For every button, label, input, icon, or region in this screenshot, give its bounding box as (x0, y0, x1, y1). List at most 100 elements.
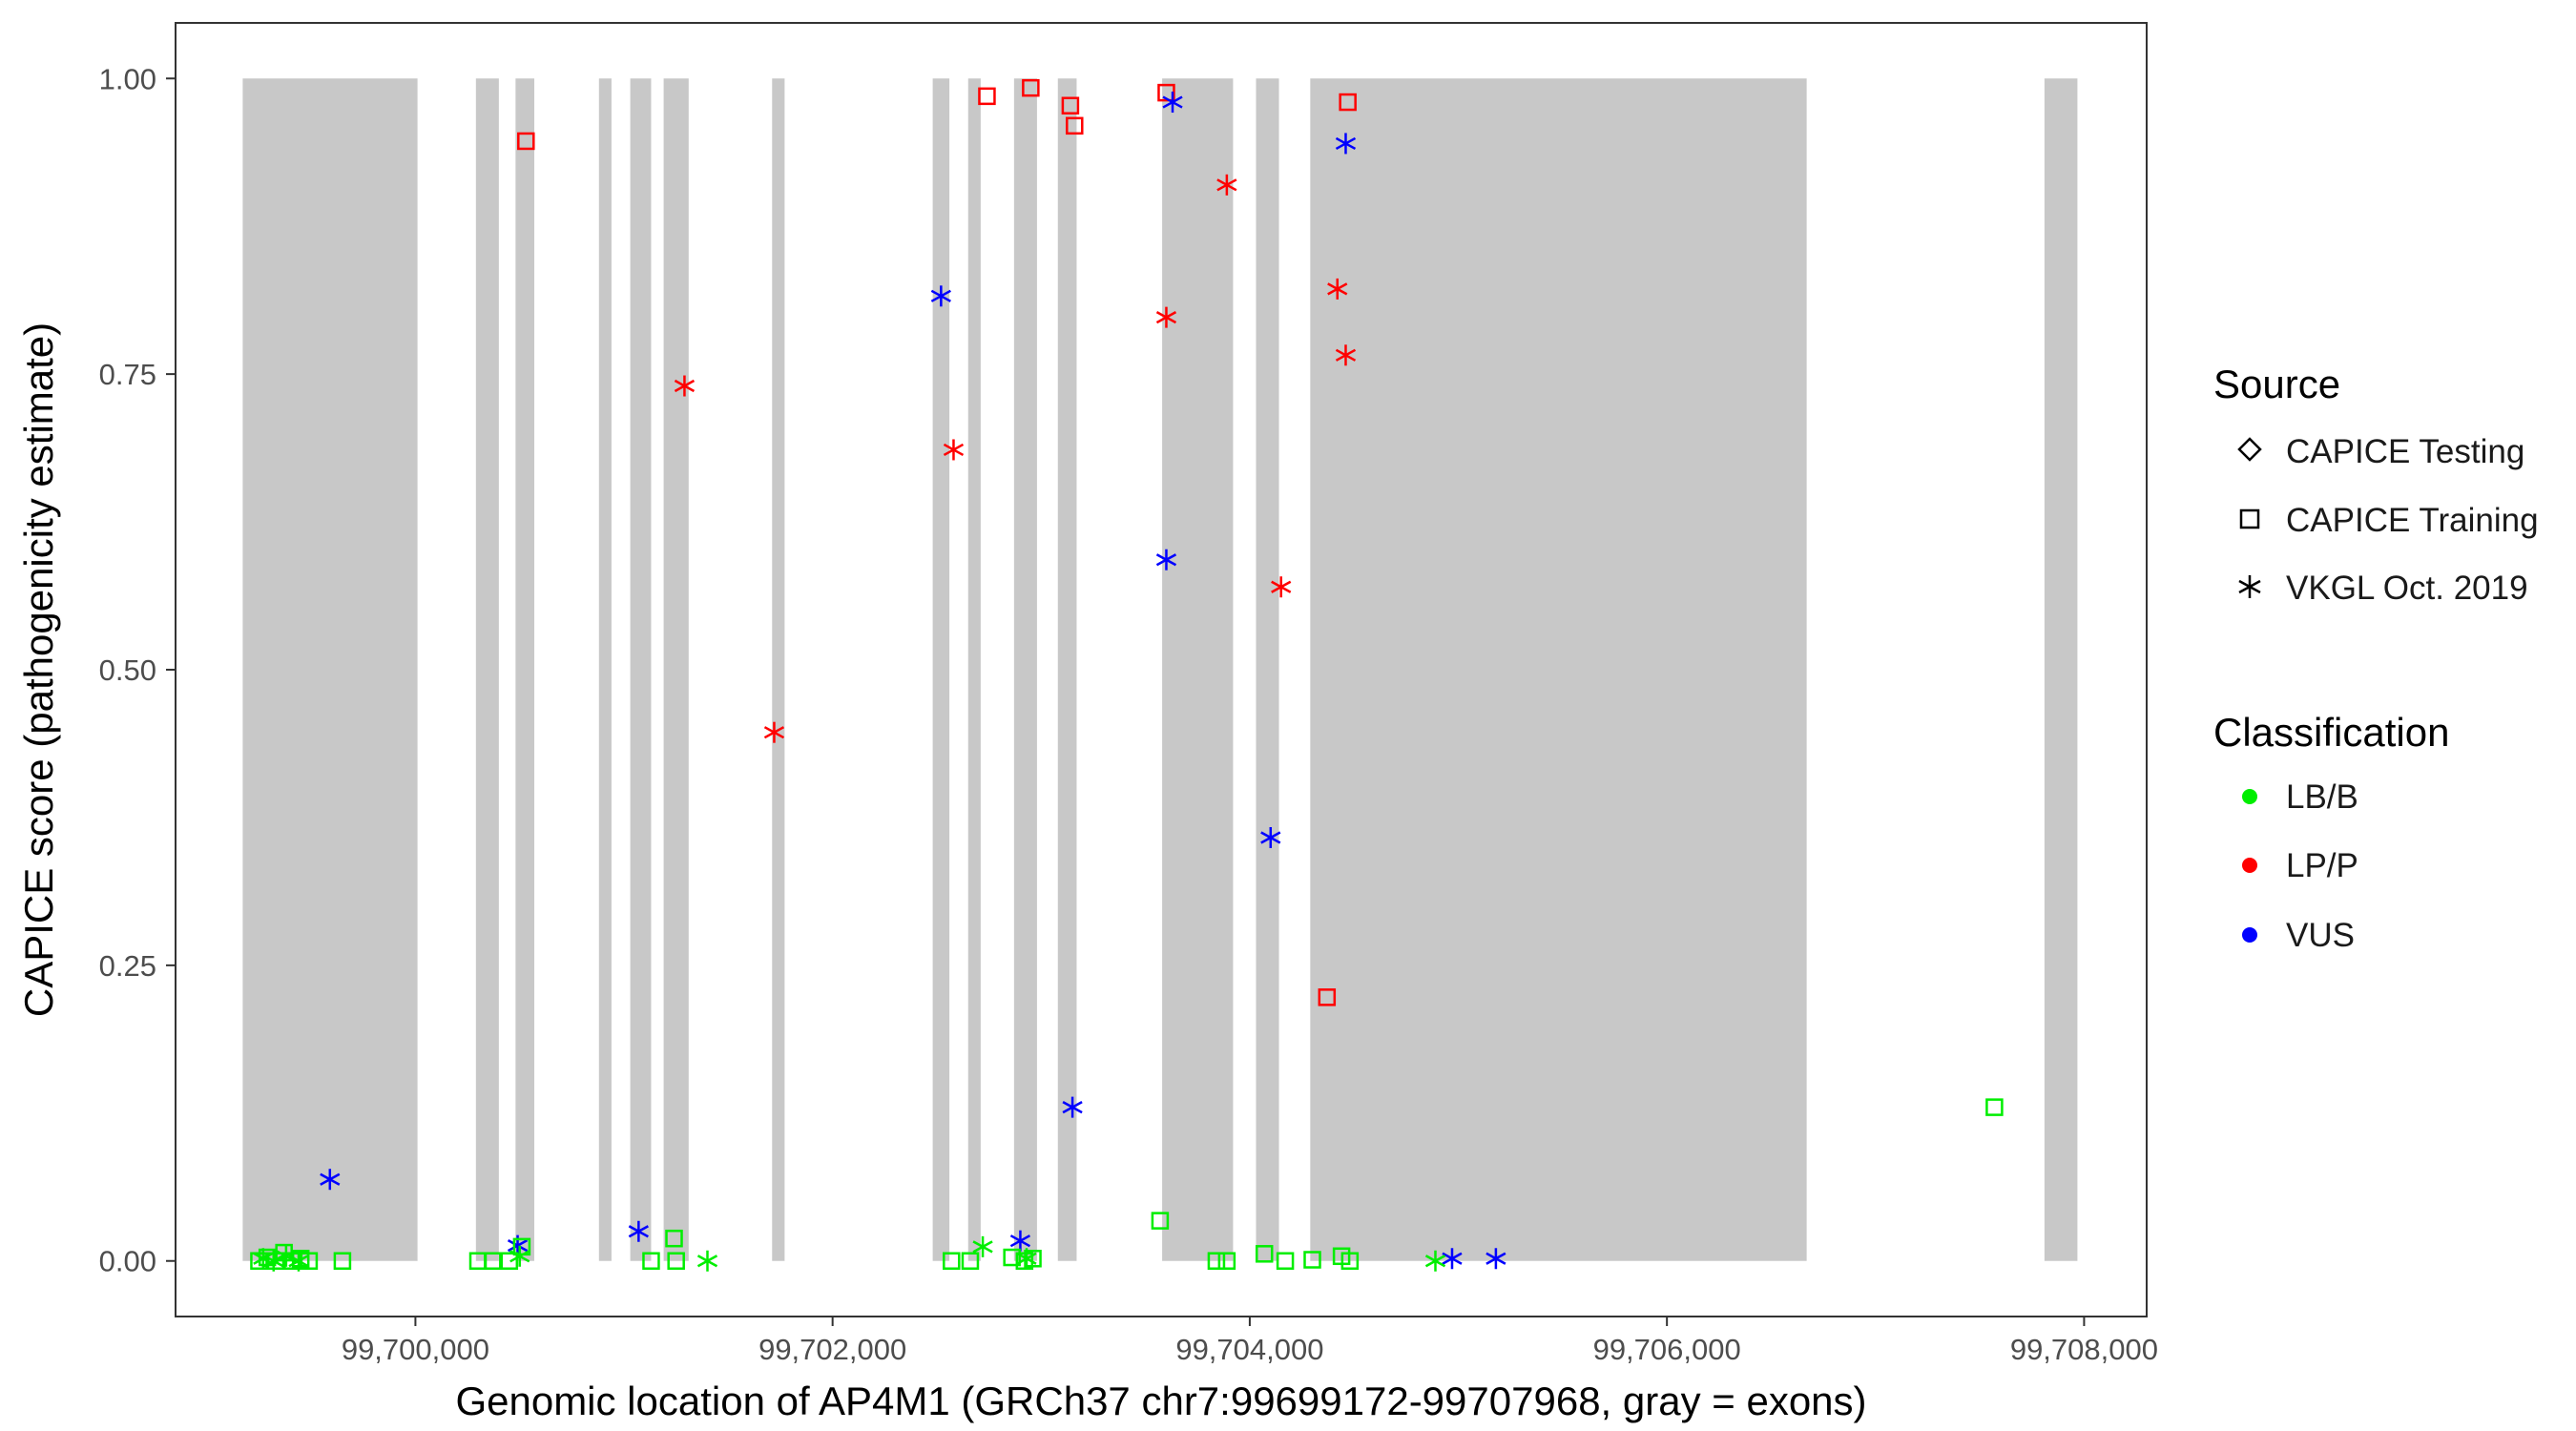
data-point (1255, 1245, 1274, 1263)
data-point (665, 1229, 683, 1248)
data-point (1327, 278, 1348, 300)
y-axis-title: CAPICE score (pathogenicity estimate) (16, 322, 61, 1017)
data-point (1335, 344, 1357, 366)
data-point (642, 1252, 660, 1270)
exon-band (598, 78, 612, 1261)
data-point (263, 1250, 284, 1272)
exon-band (515, 78, 535, 1261)
data-point (1157, 83, 1175, 102)
data-point (1066, 116, 1084, 135)
data-point (1217, 1252, 1236, 1270)
data-point (667, 1252, 685, 1270)
data-point (1207, 1252, 1226, 1270)
data-point (1340, 1252, 1360, 1270)
exon-band (1310, 78, 1807, 1261)
data-point (1276, 1252, 1295, 1270)
x-tick-label: 99,704,000 (1175, 1333, 1323, 1366)
y-tick-label: 1.00 (99, 62, 156, 95)
legend-label: LP/P (2286, 847, 2358, 884)
legend-item-vus: VUS (2242, 917, 2355, 954)
legend-label: LB/B (2286, 778, 2358, 816)
data-point (288, 1250, 309, 1272)
data-point (1155, 306, 1177, 328)
asterisk-icon (2238, 575, 2261, 598)
data-point (1155, 549, 1177, 570)
diamond-icon (2237, 437, 2262, 462)
data-point (978, 87, 996, 106)
data-point (517, 132, 535, 151)
legend-item-lpp: LP/P (2242, 847, 2358, 884)
data-point (1339, 93, 1357, 112)
x-tick-label: 99,702,000 (758, 1333, 906, 1366)
data-point (509, 1245, 530, 1267)
data-point (320, 1169, 341, 1191)
x-tick-label: 99,700,000 (342, 1333, 489, 1366)
exon-band (772, 78, 785, 1261)
data-point (1016, 1248, 1037, 1270)
data-point (930, 285, 951, 307)
data-point (628, 1220, 649, 1242)
exon-band (1162, 78, 1234, 1261)
legend-source-title: Source (2213, 362, 2340, 406)
data-point (1003, 1248, 1021, 1267)
data-point (333, 1252, 352, 1270)
legend-label: VUS (2286, 917, 2355, 954)
exon-band (932, 78, 950, 1261)
data-point (943, 1252, 961, 1270)
data-point (696, 1250, 718, 1272)
data-point (1260, 827, 1281, 849)
legend-label: CAPICE Testing (2286, 433, 2524, 470)
x-axis-title: Genomic location of AP4M1 (GRCh37 chr7:9… (455, 1379, 1866, 1423)
y-tick-label: 0.75 (99, 358, 156, 391)
exon-band (475, 78, 499, 1261)
exon-band (630, 78, 652, 1261)
data-point (1151, 1212, 1170, 1230)
data-point (943, 439, 965, 461)
data-point (1442, 1248, 1463, 1270)
data-point (1318, 988, 1337, 1006)
x-tick-label: 99,706,000 (1593, 1333, 1741, 1366)
legend-classification-title: Classification (2213, 710, 2449, 755)
exon-band (663, 78, 689, 1261)
data-point (961, 1252, 980, 1270)
legend-item-capice-training: CAPICE Training (2239, 502, 2539, 539)
y-tick-label: 0.25 (99, 949, 156, 983)
data-point (1303, 1251, 1321, 1269)
data-point (500, 1252, 519, 1270)
data-point (1271, 576, 1292, 598)
data-point (484, 1252, 502, 1270)
data-point (763, 721, 785, 743)
plot-background (176, 23, 2147, 1317)
legend-item-capice-testing: CAPICE Testing (2237, 433, 2524, 470)
y-tick-label: 0.00 (99, 1245, 156, 1278)
legend-item-lbb: LB/B (2242, 778, 2358, 816)
dot-icon (2242, 927, 2257, 943)
exon-band (2044, 78, 2078, 1261)
axes: 99,700,000 99,702,000 99,704,000 99,706,000… (99, 62, 2158, 1366)
data-point (276, 1245, 297, 1267)
legend: Source CAPICE Testing CAPICE Training VK… (2213, 362, 2539, 954)
data-point (1022, 78, 1040, 97)
data-point (1485, 1248, 1506, 1270)
data-point (1424, 1250, 1446, 1272)
data-point (1985, 1098, 2004, 1116)
data-point (1061, 96, 1080, 115)
dot-icon (2242, 789, 2257, 804)
x-tick-label: 99,708,000 (2010, 1333, 2158, 1366)
square-icon (2239, 508, 2260, 529)
data-point (300, 1252, 319, 1270)
data-point (1009, 1230, 1031, 1252)
exon-bands (242, 78, 2078, 1261)
exon-band (242, 78, 418, 1261)
exon-band (1057, 78, 1077, 1261)
data-point (972, 1235, 993, 1257)
exon-band (1256, 78, 1279, 1261)
data-point (1216, 174, 1237, 196)
legend-item-vkgl: VKGL Oct. 2019 (2238, 570, 2528, 607)
data-point (1062, 1096, 1083, 1118)
data-point (1162, 92, 1183, 114)
exon-band (1013, 78, 1037, 1261)
data-points (250, 78, 2004, 1272)
dot-icon (2242, 858, 2257, 873)
legend-label: VKGL Oct. 2019 (2286, 570, 2528, 607)
